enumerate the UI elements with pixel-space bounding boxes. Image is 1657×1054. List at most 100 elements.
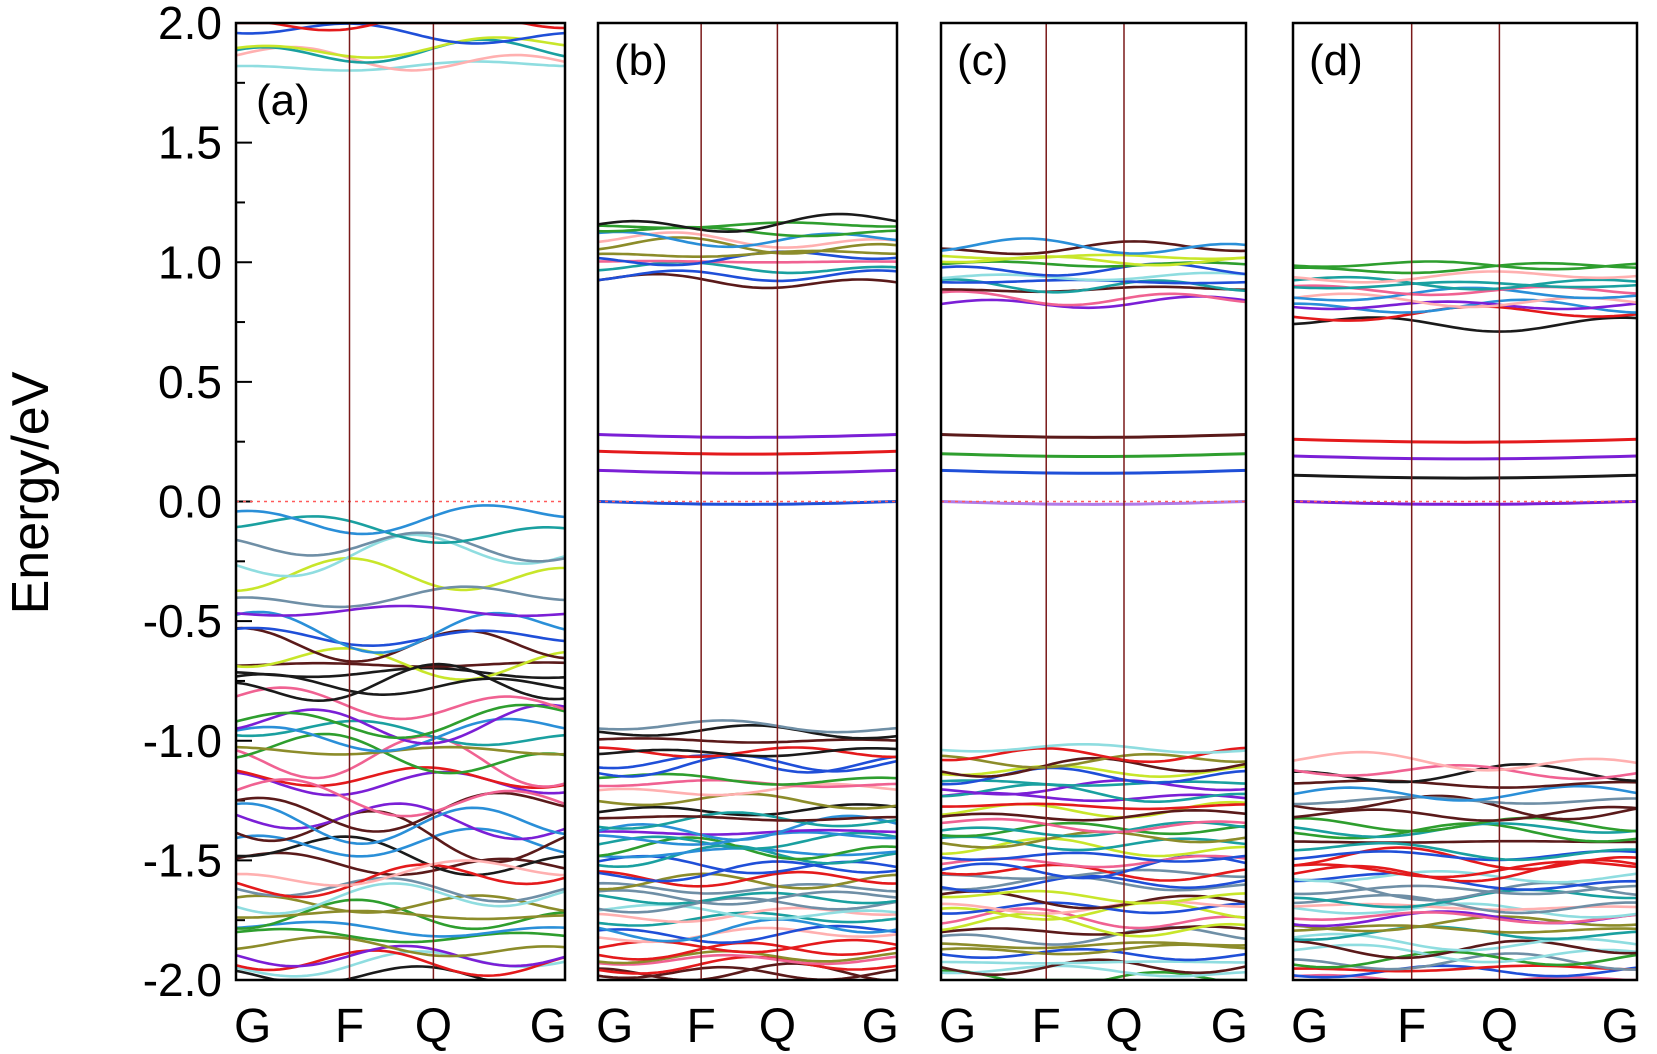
band-line [941, 808, 1246, 822]
y-tick-label: 0.5 [158, 356, 222, 408]
band-line [1293, 964, 1637, 979]
band-line [941, 779, 1246, 796]
band-line [941, 912, 1246, 938]
band-line [1293, 932, 1637, 952]
flat-band-line [941, 433, 1246, 439]
band-line [941, 802, 1246, 811]
panel-frame [596, 21, 899, 982]
band-lines [236, 23, 565, 980]
band-line [598, 746, 897, 758]
band-line [598, 918, 897, 943]
band-line [941, 756, 1246, 778]
band-line [598, 814, 897, 842]
band-line [1293, 762, 1637, 784]
band-line [598, 860, 897, 883]
band-line [598, 723, 897, 740]
band-line [598, 965, 897, 980]
band-line [598, 828, 897, 836]
band-line [236, 894, 565, 914]
band-line [598, 924, 897, 945]
y-tick-label: -0.5 [143, 595, 222, 647]
band-line [236, 672, 565, 697]
band-line [236, 504, 565, 536]
band-line [1293, 763, 1637, 781]
flat-band-line [1293, 473, 1637, 480]
band-line [941, 863, 1246, 882]
band-line [1293, 261, 1637, 275]
band-line [236, 882, 565, 915]
panel-frame [234, 21, 567, 982]
flat-band-line [598, 449, 897, 456]
band-line [1293, 316, 1637, 333]
band-line [236, 909, 565, 921]
band-line [1293, 915, 1637, 933]
panel-frame [1291, 21, 1639, 982]
band-line [236, 791, 565, 833]
band-line [598, 719, 897, 734]
band-line [236, 646, 565, 681]
kpoint-label: G [1602, 1000, 1639, 1053]
band-line [236, 835, 565, 877]
band-line [598, 754, 897, 774]
band-line [598, 903, 897, 920]
band-line [236, 36, 565, 59]
band-panel: (d) G F Q G [1291, 21, 1639, 1053]
y-tick-label: -1.5 [143, 834, 222, 886]
band-line [1293, 902, 1637, 919]
band-line [598, 953, 897, 966]
band-line [236, 809, 565, 864]
kpoint-label: G [862, 1000, 899, 1053]
y-tick-label: 1.0 [158, 236, 222, 288]
band-line [941, 742, 1246, 754]
flat-band-line [598, 500, 897, 506]
band-line [598, 891, 897, 906]
y-tick-label: 0.0 [158, 476, 222, 528]
band-line [941, 271, 1246, 282]
band-line [1293, 860, 1637, 879]
kpoint-label: Q [759, 1000, 796, 1053]
band-line [941, 783, 1246, 804]
band-line [941, 835, 1246, 852]
band-line [236, 531, 565, 563]
panels: (a)G F Q G(b)G F Q G(c)G F Q G(d)G F Q G [234, 21, 1639, 1053]
kpoint-label: G [234, 1000, 271, 1053]
band-line [1293, 910, 1637, 925]
band-line [598, 831, 897, 851]
band-line [236, 515, 565, 545]
band-line [1293, 779, 1637, 789]
band-line [1293, 964, 1637, 973]
band-line [598, 896, 897, 914]
band-line [236, 859, 565, 887]
band-line [598, 941, 897, 961]
band-line [236, 661, 565, 668]
flat-band-line [1293, 500, 1637, 506]
panel-label: (d) [1309, 36, 1363, 85]
band-line [598, 814, 897, 822]
band-line [236, 949, 565, 978]
band-line [1293, 794, 1637, 821]
band-line [941, 764, 1246, 779]
band-line [236, 732, 565, 775]
band-line [941, 766, 1246, 786]
band-line [941, 925, 1246, 946]
band-line [236, 935, 565, 958]
band-line [598, 889, 897, 906]
band-line [236, 533, 565, 578]
kpoint-label: G [1211, 1000, 1248, 1053]
band-line [236, 802, 565, 841]
y-tick-label: -2.0 [143, 954, 222, 1006]
band-line [1293, 805, 1637, 822]
band-line [1293, 816, 1637, 833]
band-line [941, 874, 1246, 893]
flat-band-line [1293, 437, 1637, 444]
flat-band-line [598, 433, 897, 439]
band-panel: (a) G F Q G [234, 21, 567, 1053]
band-line [941, 779, 1246, 787]
band-line [236, 585, 565, 609]
band-line [236, 610, 565, 654]
panel-label: (a) [256, 76, 310, 125]
band-line [598, 746, 897, 759]
band-line [598, 844, 897, 869]
kpoint-label: G [596, 1000, 633, 1053]
band-line [941, 262, 1246, 277]
